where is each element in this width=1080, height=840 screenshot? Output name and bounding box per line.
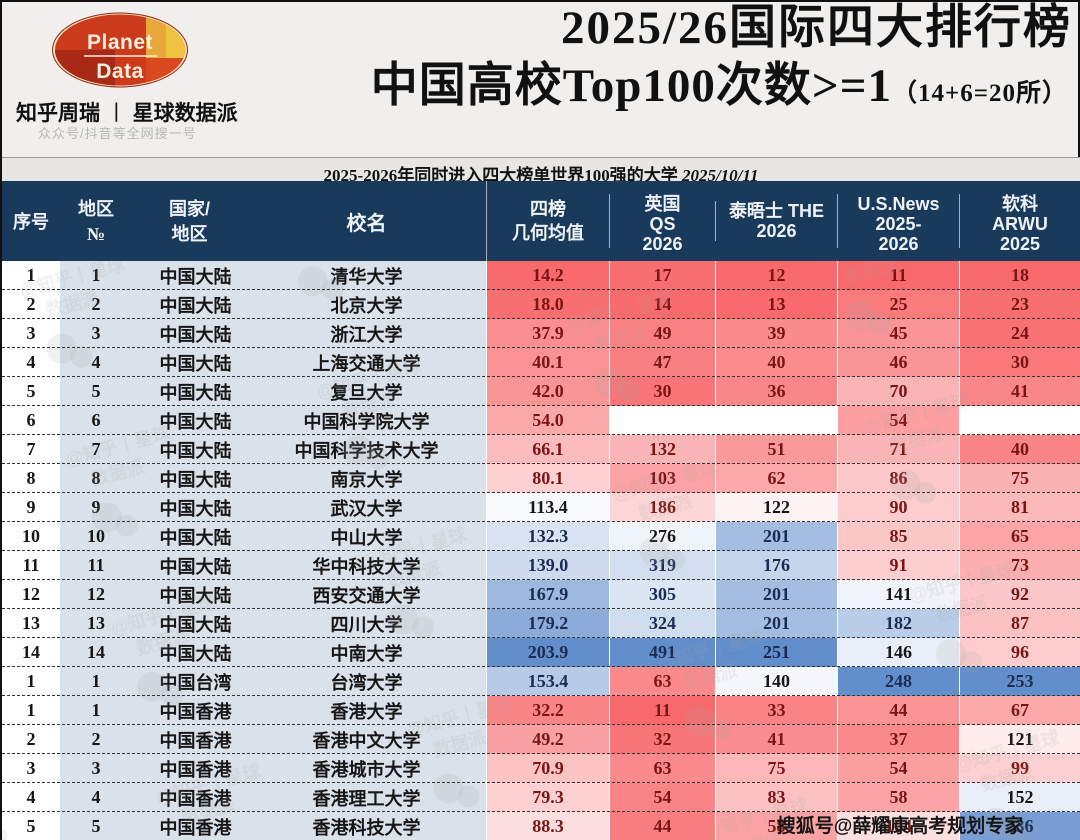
- svg-text:Planet: Planet: [87, 31, 153, 54]
